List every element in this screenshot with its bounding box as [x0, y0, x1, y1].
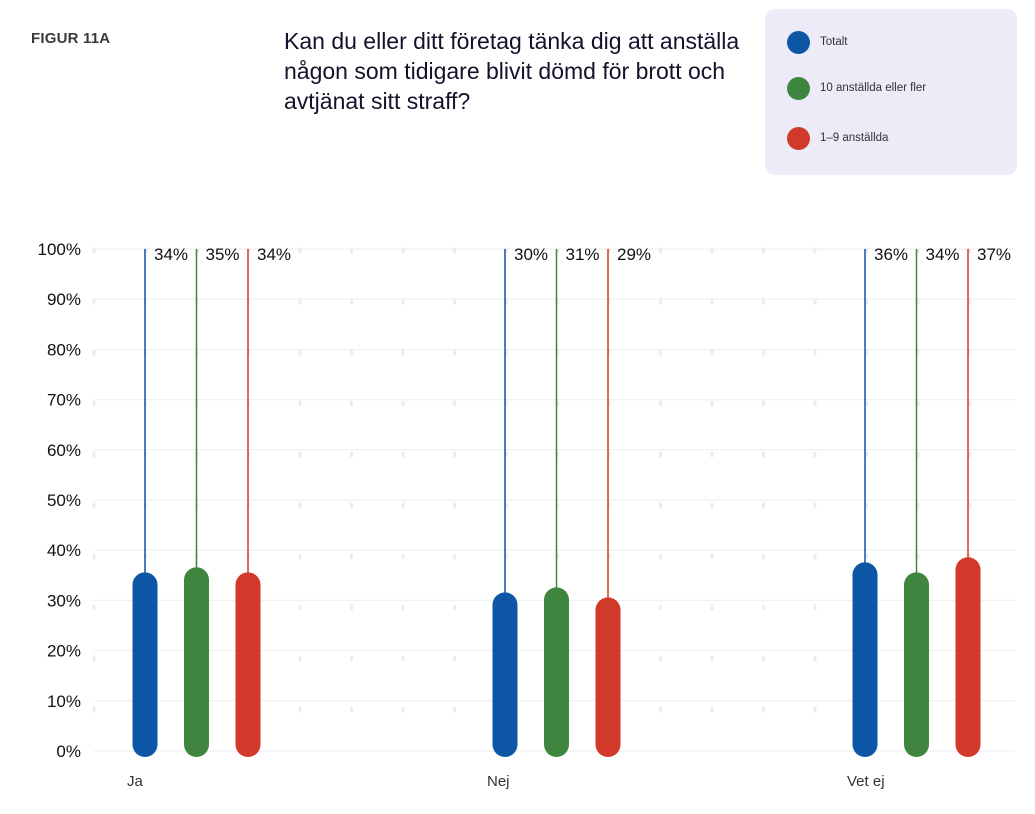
- bar: [904, 572, 929, 757]
- legend-label: 10 anställda eller fler: [820, 82, 927, 94]
- value-label: 30%: [514, 245, 548, 264]
- legend-item-10-plus: 10 anställda eller fler: [787, 76, 926, 100]
- value-label: 34%: [257, 245, 291, 264]
- bar: [852, 562, 878, 757]
- bar: [955, 557, 981, 757]
- value-label: 29%: [617, 245, 651, 264]
- y-tick-label: 40%: [47, 541, 81, 560]
- legend-swatch: [787, 30, 810, 54]
- y-tick-label: 0%: [56, 742, 81, 761]
- legend: Totalt 10 anställda eller fler 1–9 anstä…: [765, 9, 1017, 175]
- bar: [132, 572, 158, 757]
- value-label: 36%: [874, 245, 908, 264]
- y-tick-label: 100%: [38, 240, 81, 259]
- bar: [235, 572, 261, 757]
- bar: [595, 597, 621, 757]
- bar: [544, 587, 569, 757]
- y-tick-label: 90%: [47, 290, 81, 309]
- y-tick-label: 60%: [47, 441, 81, 460]
- legend-item-totalt: Totalt: [787, 30, 848, 54]
- y-tick-label: 50%: [47, 491, 81, 510]
- y-tick-label: 20%: [47, 642, 81, 661]
- legend-swatch: [787, 76, 810, 100]
- value-label: 37%: [977, 245, 1011, 264]
- legend-label: Totalt: [820, 36, 848, 48]
- y-tick-label: 80%: [47, 340, 81, 359]
- value-label: 34%: [926, 245, 960, 264]
- x-category-label: Ja: [127, 773, 144, 790]
- chart-title: Kan du eller ditt företag tänka dig att …: [284, 28, 740, 114]
- x-category-label: Nej: [487, 773, 510, 790]
- y-tick-label: 10%: [47, 692, 81, 711]
- y-tick-label: 70%: [47, 391, 81, 410]
- legend-label: 1–9 anställda: [820, 132, 889, 144]
- value-label: 31%: [566, 245, 600, 264]
- y-tick-label: 30%: [47, 591, 81, 610]
- bar: [492, 592, 518, 757]
- x-category-label: Vet ej: [847, 773, 885, 790]
- figure-label: FIGUR 11A: [31, 30, 111, 47]
- legend-item-1-9: 1–9 anställda: [787, 126, 888, 150]
- bar: [184, 567, 209, 757]
- value-label: 34%: [154, 245, 188, 264]
- legend-swatch: [787, 126, 810, 150]
- value-label: 35%: [206, 245, 240, 264]
